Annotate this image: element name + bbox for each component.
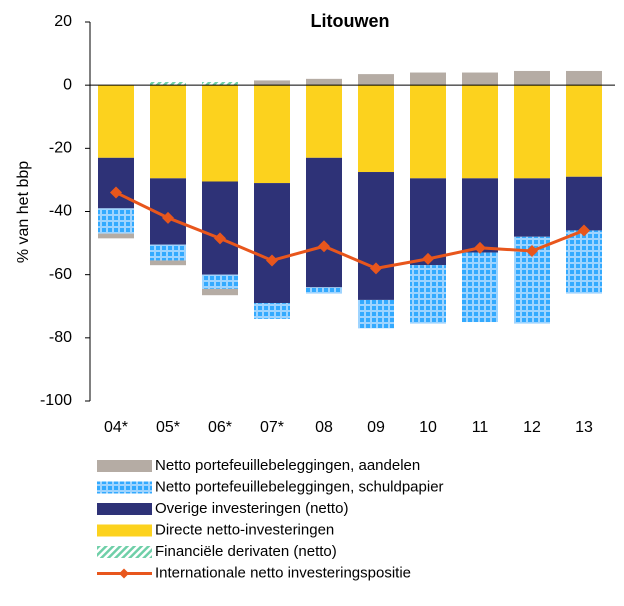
bar-segment xyxy=(202,288,238,296)
bar-segment xyxy=(254,183,290,304)
line-marker xyxy=(318,240,330,253)
bar-segment xyxy=(358,85,394,173)
x-tick-label: 10 xyxy=(419,419,437,436)
bar-segment xyxy=(462,72,498,86)
bar-segment xyxy=(410,265,446,324)
line-marker xyxy=(526,244,538,257)
legend-swatch xyxy=(97,524,152,537)
x-tick-label: 09 xyxy=(367,419,385,436)
bar-segment xyxy=(254,85,290,184)
bar-segment xyxy=(254,303,290,319)
bar-segment xyxy=(358,299,394,329)
legend-label: Netto portefeuillebeleggingen, aandelen xyxy=(155,457,420,474)
y-tick-label: 20 xyxy=(54,13,72,30)
legend-label: Financiële derivaten (netto) xyxy=(155,543,337,560)
bar-segment xyxy=(358,172,394,300)
bar-segment xyxy=(410,72,446,86)
chart-title: Litouwen xyxy=(311,11,390,31)
y-axis-label: % van het bbp xyxy=(15,161,32,263)
legend-swatch xyxy=(97,460,152,472)
x-tick-label: 05* xyxy=(156,419,180,436)
bar-segment xyxy=(150,85,186,179)
legend-swatch xyxy=(97,481,152,494)
bar-segment xyxy=(462,252,498,323)
line-marker xyxy=(578,224,590,237)
bar-segment xyxy=(202,274,238,289)
bar-segment xyxy=(202,85,238,182)
bar-segment xyxy=(514,178,550,237)
bar-segment xyxy=(410,178,446,266)
x-tick-label: 07* xyxy=(260,419,284,436)
line-marker xyxy=(266,254,278,267)
bar-segment xyxy=(358,74,394,86)
bar-segment xyxy=(410,85,446,179)
x-tick-label: 13 xyxy=(575,419,593,436)
line-series xyxy=(115,191,585,270)
line-marker xyxy=(474,241,486,254)
legend-label: Internationale netto investeringspositie xyxy=(155,564,411,581)
y-tick-label: -40 xyxy=(49,203,72,220)
line-marker xyxy=(162,211,174,224)
line-marker xyxy=(370,262,382,275)
bar-segment xyxy=(202,82,238,86)
bar-segment xyxy=(150,244,186,261)
line-marker xyxy=(214,232,226,245)
bar-segment xyxy=(514,70,550,86)
y-tick-label: -60 xyxy=(49,266,72,283)
bar-segment xyxy=(254,80,290,86)
legend-swatch xyxy=(97,546,152,558)
y-tick-label: 0 xyxy=(63,76,72,93)
bar-segment xyxy=(202,181,238,275)
line-marker xyxy=(422,252,434,265)
bar-segment xyxy=(306,85,342,158)
bar-segment xyxy=(306,287,342,294)
bar-segment xyxy=(566,176,602,231)
bar-segment xyxy=(566,85,602,177)
y-tick-label: -80 xyxy=(49,329,72,346)
bar-segment xyxy=(462,85,498,179)
line-marker xyxy=(110,186,122,199)
x-tick-label: 11 xyxy=(472,419,489,436)
bar-segment xyxy=(514,85,550,179)
x-tick-label: 06* xyxy=(208,419,232,436)
bar-segment xyxy=(566,70,602,86)
bar-segment xyxy=(566,230,602,294)
bar-segment xyxy=(150,260,186,266)
y-tick-label: -100 xyxy=(40,392,72,409)
x-tick-label: 12 xyxy=(523,419,541,436)
x-tick-label: 04* xyxy=(104,419,128,436)
bar-segment xyxy=(150,82,186,86)
bar-segment xyxy=(306,78,342,86)
legend-label: Overige investeringen (netto) xyxy=(155,500,348,517)
bar-segment xyxy=(98,233,134,239)
legend-swatch xyxy=(97,503,152,515)
bar-segment xyxy=(98,85,134,158)
legend-label: Netto portefeuillebeleggingen, schuldpap… xyxy=(155,478,444,495)
legend-label: Directe netto-investeringen xyxy=(155,521,334,538)
bar-segment xyxy=(306,157,342,288)
x-tick-label: 08 xyxy=(315,419,333,436)
bar-segment xyxy=(98,208,134,234)
y-tick-label: -20 xyxy=(49,140,72,157)
bar-segment xyxy=(98,157,134,209)
legend-marker xyxy=(119,568,129,579)
bar-segment xyxy=(462,178,498,253)
